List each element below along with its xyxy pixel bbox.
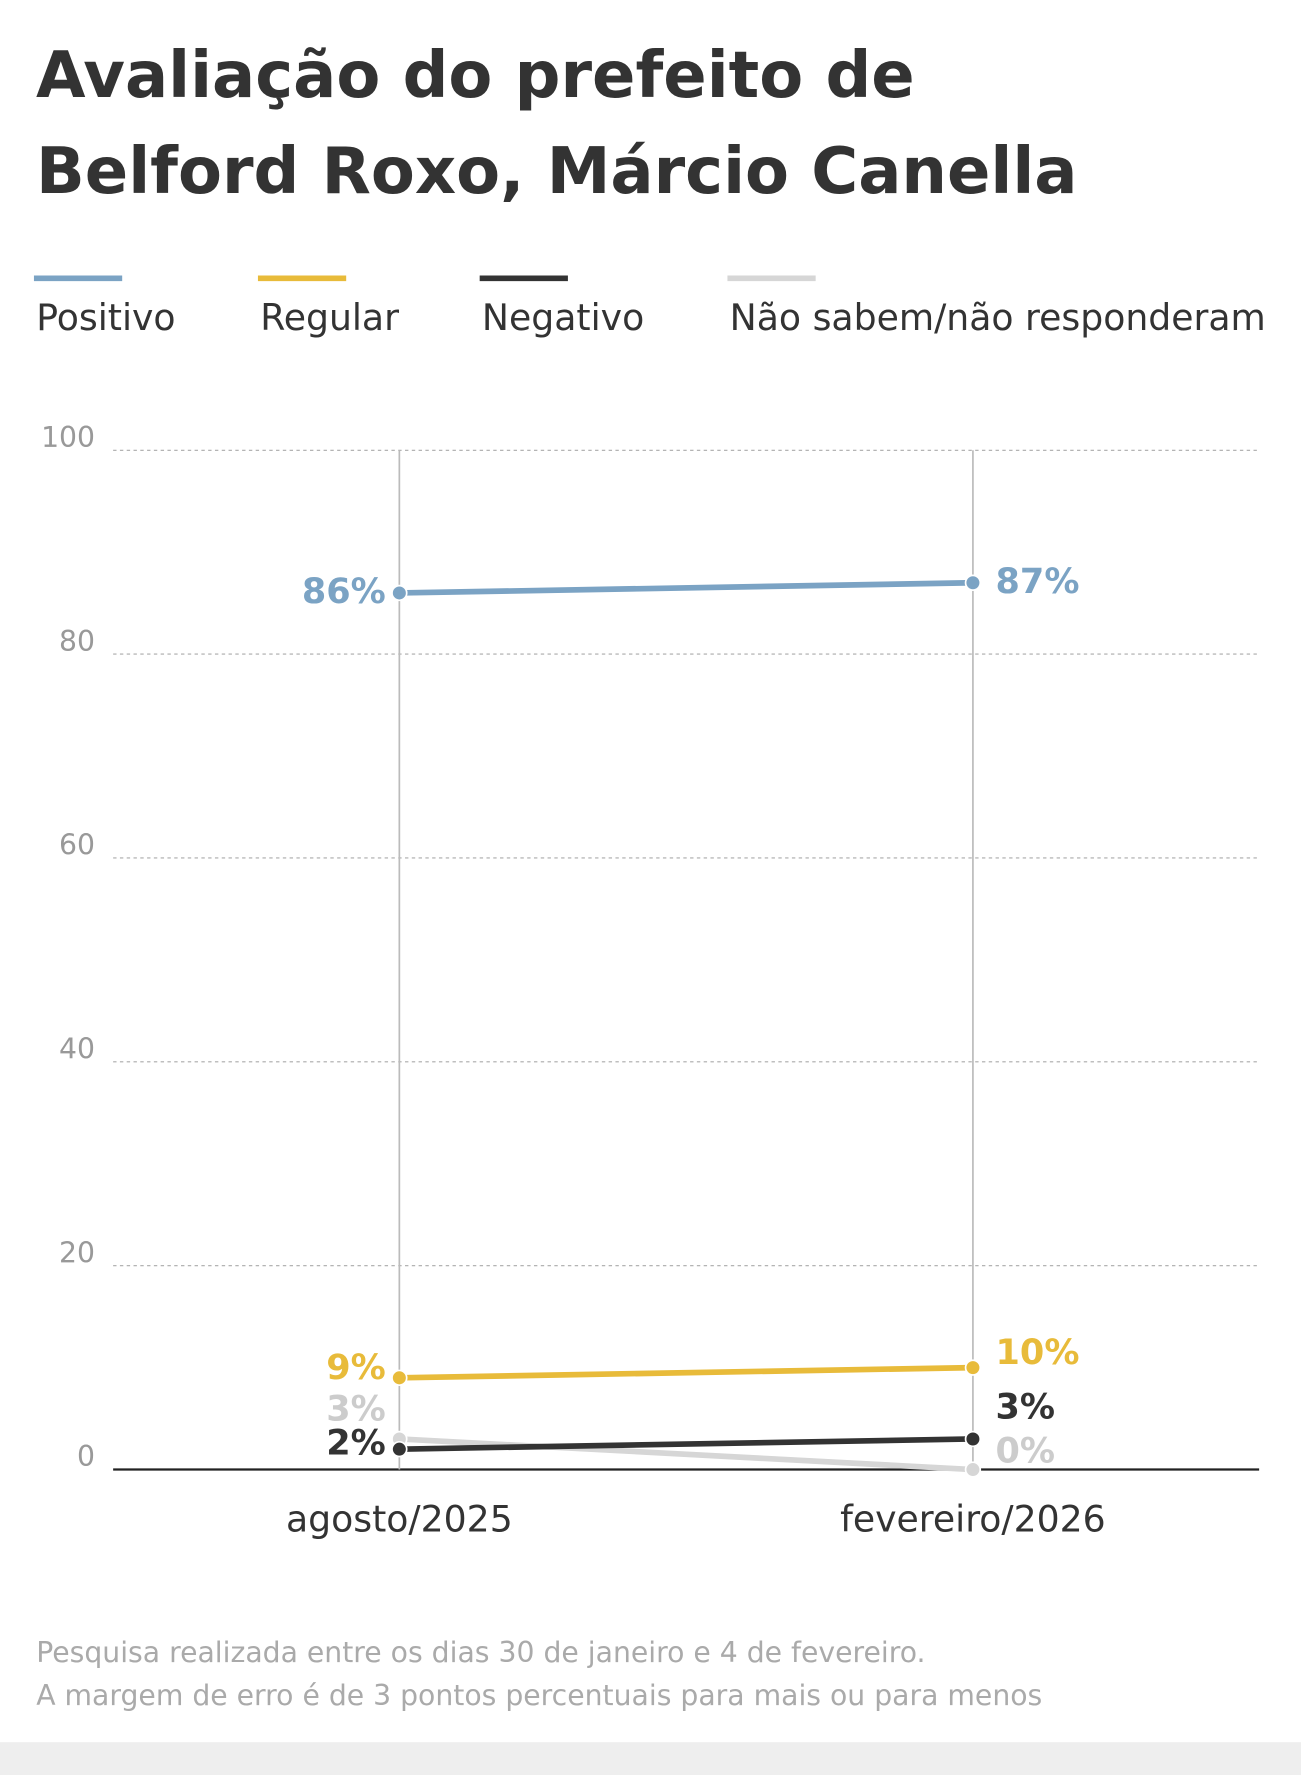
data-point (391, 1440, 408, 1458)
series-line (399, 1364, 973, 1381)
chart-title: Avaliação do prefeito de Belford Roxo, M… (36, 39, 1078, 209)
series-line (399, 1436, 973, 1452)
data-label: 9% (326, 1347, 386, 1388)
series-line (399, 1436, 974, 1473)
data-point (391, 584, 408, 602)
y-tick-label: 40 (59, 1033, 95, 1066)
footer-band (0, 1742, 1301, 1775)
legend-label: Regular (260, 296, 399, 339)
data-point (964, 1430, 982, 1448)
data-point (964, 1461, 982, 1478)
data-label: 3% (326, 1389, 386, 1430)
y-tick-label: 60 (59, 829, 95, 862)
x-tick-label: fevereiro/2026 (840, 1498, 1106, 1541)
y-tick-label: 100 (41, 421, 95, 454)
legend-label: Positivo (36, 296, 175, 339)
data-point (964, 574, 982, 591)
data-label: 2% (326, 1423, 386, 1464)
data-point (964, 1359, 982, 1376)
data-label: 0% (996, 1431, 1056, 1472)
legend-label: Não sabem/não responderam (730, 296, 1266, 339)
y-tick-label: 0 (77, 1440, 95, 1473)
data-point (391, 1369, 408, 1387)
legend-label: Negativo (482, 296, 644, 339)
series-line (399, 579, 973, 596)
x-tick-label: agosto/2025 (286, 1498, 513, 1541)
data-label: 10% (996, 1332, 1080, 1373)
footnote: A margem de erro é de 3 pontos percentua… (36, 1679, 1042, 1712)
y-tick-label: 80 (59, 625, 95, 658)
footnote: Pesquisa realizada entre os dias 30 de j… (36, 1636, 925, 1669)
data-label: 3% (996, 1386, 1056, 1427)
y-tick-label: 20 (59, 1236, 95, 1269)
data-label: 87% (996, 561, 1080, 602)
data-label: 86% (302, 571, 386, 612)
